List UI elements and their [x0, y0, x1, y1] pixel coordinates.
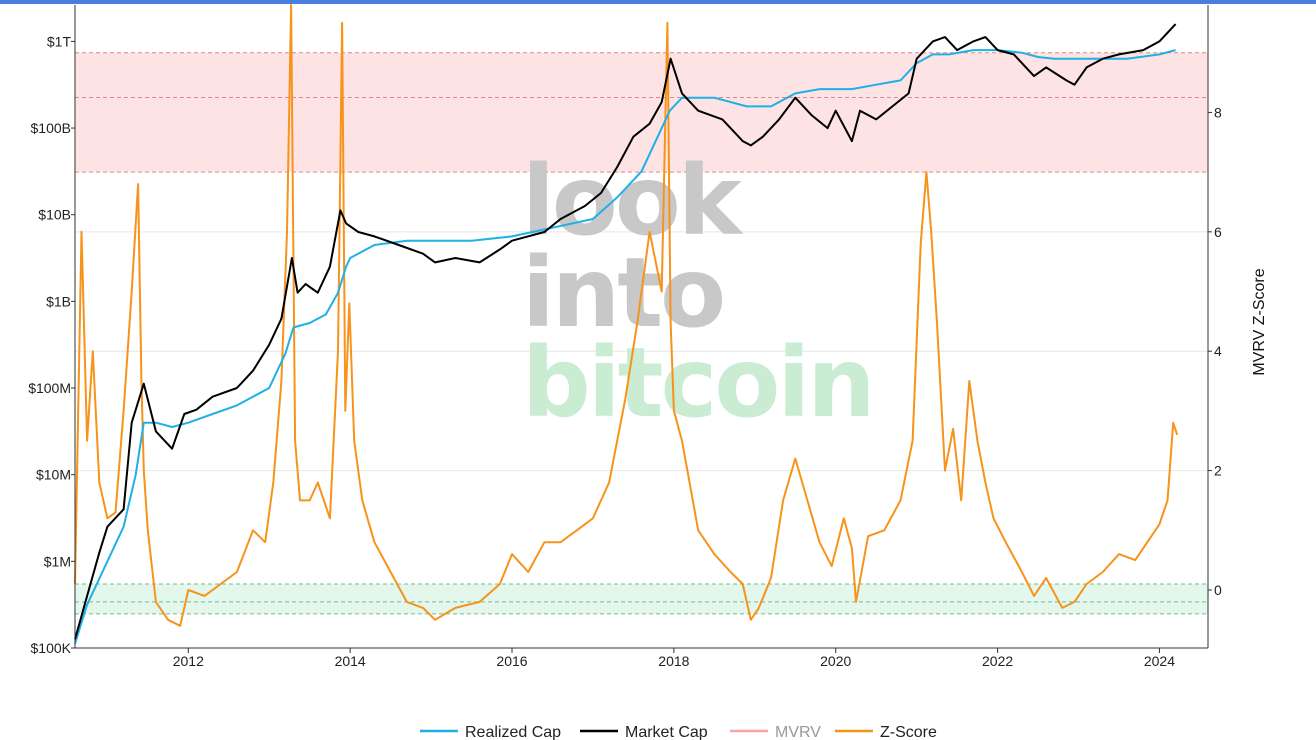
y-left-tick-label: $10B [38, 207, 71, 223]
y-left-tick-label: $100K [31, 640, 72, 656]
watermark-line-3: bitcoin [522, 327, 873, 439]
series-z-score-line [74, 4, 1179, 627]
legend-label: Realized Cap [465, 724, 561, 740]
x-tick-label: 2018 [658, 653, 689, 669]
y-right-axis-ticks: 0 2 4 6 8 [1208, 104, 1222, 598]
x-tick-label: 2022 [982, 653, 1013, 669]
x-axis-ticks: 2012 2014 2016 2018 2020 2022 2024 [173, 648, 1175, 669]
y-right-tick-label: 0 [1214, 582, 1222, 598]
gridlines [75, 231, 1208, 472]
legend-label: Market Cap [625, 724, 708, 740]
legend: Realized Cap Market Cap MVRV Z-Score [420, 724, 937, 740]
y-right-tick-label: 8 [1214, 104, 1222, 120]
series-realized-cap-line [74, 49, 1176, 644]
y-right-tick-label: 4 [1214, 343, 1222, 359]
top-accent-bar [0, 0, 1316, 4]
legend-label: Z-Score [880, 724, 937, 740]
y-right-tick-label: 6 [1214, 224, 1222, 240]
x-tick-label: 2020 [820, 653, 851, 669]
y-left-tick-label: $1T [47, 33, 72, 49]
x-tick-label: 2014 [335, 653, 366, 669]
y-left-tick-label: $1B [46, 293, 71, 309]
band-overvalued [75, 52, 1208, 173]
x-tick-label: 2016 [496, 653, 527, 669]
y-right-tick-label: 2 [1214, 463, 1222, 479]
valuation-bands [75, 52, 1208, 615]
x-tick-label: 2024 [1144, 653, 1175, 669]
watermark: look into bitcoin [522, 145, 876, 439]
series-layer [74, 4, 1179, 644]
series-market-cap-line [74, 23, 1177, 640]
watermark-line-2: into [522, 237, 723, 349]
y-right-axis-title: MVRV Z-Score [1251, 268, 1268, 375]
y-left-axis-ticks: $100K $1M $10M $100M $1B $10B $100B $1T [28, 33, 75, 656]
y-left-tick-label: $10M [36, 467, 71, 483]
y-left-tick-label: $100B [31, 120, 71, 136]
legend-label: MVRV [775, 724, 821, 740]
legend-item-market-cap[interactable]: Market Cap [580, 724, 708, 740]
legend-item-mvrv[interactable]: MVRV [730, 724, 821, 740]
band-undervalued [75, 583, 1208, 614]
legend-item-z-score[interactable]: Z-Score [835, 724, 937, 740]
y-left-tick-label: $100M [28, 380, 71, 396]
y-left-tick-label: $1M [44, 553, 71, 569]
legend-item-realized-cap[interactable]: Realized Cap [420, 724, 561, 740]
watermark-line-1: look [522, 145, 744, 257]
x-tick-label: 2012 [173, 653, 204, 669]
